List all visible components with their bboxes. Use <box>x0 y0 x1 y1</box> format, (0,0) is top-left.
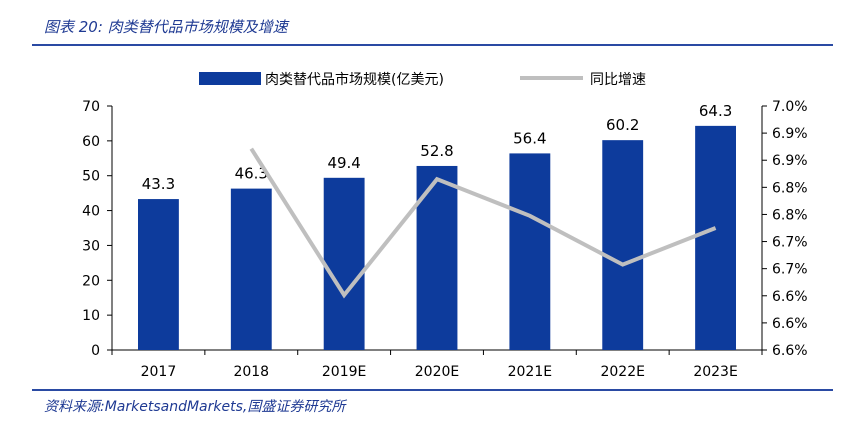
title-divider <box>32 44 833 46</box>
bar-value-label: 52.8 <box>420 142 453 160</box>
bar-value-label: 46.3 <box>235 165 268 183</box>
bar-value-label: 49.4 <box>327 154 360 172</box>
bar-value-label: 56.4 <box>513 129 546 147</box>
right-tick-label: 6.8% <box>772 180 808 196</box>
growth-line <box>249 147 717 299</box>
source-note: 资料来源:MarketsandMarkets,国盛证券研究所 <box>44 399 346 415</box>
legend: 肉类替代品市场规模(亿美元) 同比增速 <box>199 71 646 88</box>
right-tick-label: 6.8% <box>772 207 808 223</box>
bar-value-label: 64.3 <box>699 102 732 120</box>
x-tick-label: 2022E <box>600 364 644 380</box>
right-tick-label: 6.7% <box>772 235 808 251</box>
bar-series: 43.3 46.3 49.4 52.8 56.4 60.2 64.3 <box>138 102 736 351</box>
x-tick-label: 2019E <box>322 364 366 380</box>
legend-line-label: 同比增速 <box>590 72 646 88</box>
legend-bar-label: 肉类替代品市场规模(亿美元) <box>265 71 444 88</box>
left-tick-label: 10 <box>82 308 100 324</box>
right-tick-label: 6.6% <box>772 289 808 305</box>
left-y-axis: 0 10 20 30 40 50 60 70 <box>82 99 113 359</box>
right-tick-label: 6.6% <box>772 343 808 359</box>
figure-title: 图表 20: 肉类替代品市场规模及增速 <box>44 18 288 36</box>
left-tick-label: 20 <box>82 273 100 289</box>
bar <box>230 188 272 350</box>
x-tick-label: 2023E <box>693 364 737 380</box>
x-tick-label: 2017 <box>141 364 177 380</box>
bar <box>416 165 458 350</box>
right-tick-label: 6.6% <box>772 316 808 332</box>
bar <box>602 140 644 350</box>
x-tick-label: 2018 <box>233 364 269 380</box>
x-tick-label: 2020E <box>415 364 459 380</box>
x-tick-label: 2021E <box>508 364 552 380</box>
left-tick-label: 60 <box>82 134 100 150</box>
bar <box>323 177 365 350</box>
x-axis: 2017 2018 2019E 2020E 2021E 2022E 2023E <box>111 349 763 380</box>
source-divider <box>32 389 833 391</box>
left-tick-label: 50 <box>82 169 100 185</box>
bar <box>695 125 736 351</box>
left-tick-label: 40 <box>82 204 100 220</box>
line-series <box>249 147 717 299</box>
left-tick-label: 30 <box>82 238 100 254</box>
right-tick-label: 6.9% <box>772 153 808 169</box>
bar <box>509 153 551 350</box>
left-tick-label: 70 <box>82 99 100 115</box>
right-tick-label: 6.7% <box>772 262 808 278</box>
right-y-axis: 6.6% 6.6% 6.6% 6.7% 6.7% 6.8% 6.8% 6.9% 6.9% 7.0% <box>761 99 808 359</box>
right-tick-label: 7.0% <box>772 99 808 115</box>
bar <box>138 199 179 350</box>
bar-value-label: 60.2 <box>606 116 639 134</box>
left-tick-label: 0 <box>91 343 100 359</box>
legend-bar-swatch <box>199 72 261 85</box>
right-tick-label: 6.9% <box>772 126 808 142</box>
bar-value-label: 43.3 <box>142 175 175 193</box>
